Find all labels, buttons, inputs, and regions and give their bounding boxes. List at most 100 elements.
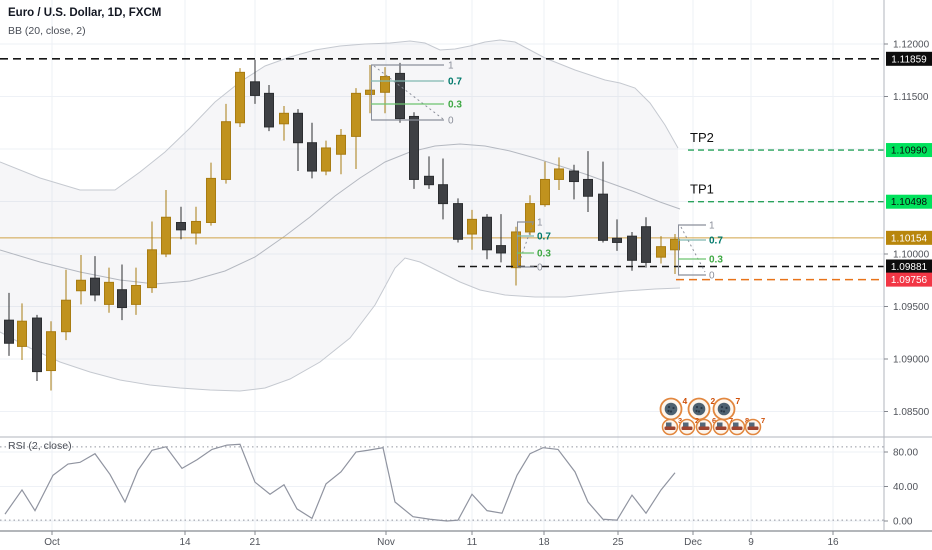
- tp1-line-label: TP1: [690, 182, 714, 197]
- price-badge: 1.09881: [886, 259, 932, 274]
- candle: [351, 88, 361, 169]
- candle-body: [438, 184, 448, 205]
- cookie-chip: [720, 409, 723, 413]
- candle: [438, 158, 448, 220]
- candle-body: [46, 331, 56, 372]
- candle: [176, 206, 186, 240]
- reaction-locomotive-icon[interactable]: 7: [744, 416, 766, 436]
- locomotive-base: [731, 426, 743, 430]
- price-badge-text: 1.10154: [891, 233, 928, 244]
- bb-fill: [0, 40, 680, 391]
- candle: [307, 122, 317, 179]
- reaction-count: 6: [712, 416, 716, 425]
- indicator-legend-rsi[interactable]: RSI (2, close): [8, 440, 72, 452]
- reaction-locomotive-icon[interactable]: 6: [695, 416, 717, 436]
- rsi-axis-label: 0.00: [893, 517, 913, 528]
- indicator-legend-bb[interactable]: BB (20, close, 2): [8, 24, 86, 37]
- candle: [161, 189, 171, 258]
- candle-body: [147, 249, 157, 289]
- locomotive-cab: [717, 422, 723, 427]
- fib-retracement-drawing[interactable]: 1 0.7 0.3 0: [678, 221, 723, 282]
- candle-body: [206, 177, 216, 223]
- time-axis-label: 11: [467, 537, 478, 548]
- cookie-chip: [697, 410, 701, 413]
- candle-body: [627, 235, 637, 261]
- candle: [264, 84, 274, 132]
- locomotive-base: [681, 426, 693, 430]
- candle-body: [17, 320, 27, 347]
- candle: [641, 217, 651, 268]
- reaction-cookie-icon[interactable]: 4: [659, 396, 688, 421]
- fib-level-label: 0.7: [448, 77, 462, 88]
- reaction-count: 4: [683, 396, 688, 406]
- reaction-locomotive-icon[interactable]: 7: [712, 416, 734, 436]
- candle: [453, 198, 463, 243]
- reaction-cookie-icon[interactable]: 2: [687, 396, 716, 421]
- price-badge-text: 1.11859: [891, 54, 927, 65]
- candle-body: [496, 245, 506, 254]
- locomotive-base: [747, 426, 759, 430]
- price-badge-text: 1.09756: [891, 275, 928, 286]
- candle-body: [76, 279, 86, 292]
- price-badge-bg: [886, 272, 932, 287]
- candle: [627, 231, 637, 271]
- fib-retracement-drawing[interactable]: 1 0.7 0.3 0: [517, 218, 551, 274]
- candle-body: [554, 168, 564, 180]
- rsi-axis-label: 40.00: [893, 482, 918, 493]
- price-axis[interactable]: 1.12000 1.11500 1.10000 1.09500 1.09000 1.085…: [884, 40, 932, 528]
- locomotive-cab: [733, 422, 739, 427]
- candle-body: [453, 203, 463, 240]
- candle-body: [482, 216, 492, 251]
- candle: [569, 164, 579, 200]
- candle-body: [321, 147, 331, 172]
- candle: [235, 68, 245, 127]
- candle: [90, 256, 100, 302]
- candle: [46, 321, 56, 391]
- candle: [131, 267, 141, 315]
- candle-body: [511, 231, 521, 269]
- candle-body: [424, 175, 434, 186]
- bb-lower-band: [0, 257, 681, 392]
- candle: [409, 112, 419, 189]
- fib-level-label: 0: [448, 116, 454, 127]
- time-axis[interactable]: Oct 14 21 Nov 11 18 25 Dec 9 16: [44, 531, 839, 548]
- cookie-chip: [667, 405, 671, 409]
- time-axis-label: 21: [249, 537, 261, 548]
- fib-retracement-drawing[interactable]: 1 0.7 0.3 0: [371, 61, 462, 127]
- reaction-locomotive-icon[interactable]: 8: [728, 416, 750, 436]
- cookie-chip: [672, 406, 675, 410]
- candle-body: [191, 220, 201, 234]
- price-badge: 1.11859: [886, 51, 932, 66]
- reaction-locomotive-icon[interactable]: 2: [678, 416, 700, 436]
- candle: [467, 209, 477, 250]
- price-badge: 1.09756: [886, 272, 932, 287]
- reaction-locomotive-icon[interactable]: 3: [661, 416, 683, 436]
- candle-body: [104, 281, 114, 305]
- candle-body: [641, 226, 651, 263]
- candle-body: [161, 216, 171, 255]
- candle: [424, 156, 434, 189]
- candle: [540, 161, 550, 207]
- candle-body: [250, 81, 260, 96]
- fib-level-label: 0.7: [709, 236, 723, 247]
- candle: [336, 129, 346, 175]
- cookie-body: [717, 402, 731, 416]
- cookie-chip: [722, 410, 726, 413]
- candle-body: [279, 112, 289, 125]
- candle-body: [307, 142, 317, 172]
- fib-level-label: 0: [709, 271, 715, 282]
- fib-trend-dotted-line: [680, 226, 706, 273]
- fib-level-label: 0.3: [537, 249, 551, 260]
- candle-body: [90, 277, 100, 296]
- price-badge: 1.10154: [886, 230, 932, 245]
- candle-body: [395, 72, 405, 120]
- candle: [598, 161, 608, 243]
- reaction-cookie-icon[interactable]: 7: [712, 396, 741, 421]
- time-axis-label: Nov: [377, 537, 395, 548]
- price-badge-text: 1.09881: [891, 262, 928, 273]
- candle-body: [235, 71, 245, 124]
- symbol-legend[interactable]: Euro / U.S. Dollar, 1D, FXCM: [8, 7, 162, 19]
- candle-body: [32, 317, 42, 373]
- candle: [293, 109, 303, 172]
